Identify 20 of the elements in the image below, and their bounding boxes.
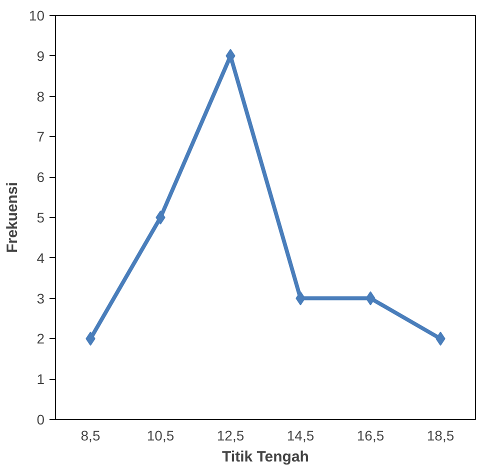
y-tick-label: 9 [36,48,45,64]
y-tick-label: 7 [36,128,45,145]
x-tick-label: 16,5 [356,428,384,444]
y-tick-label: 8 [36,88,45,104]
y-tick-label: 0 [36,412,45,428]
y-axis-title: Frekuensi [4,182,21,253]
y-tick-label: 1 [36,371,45,388]
y-tick-label: 10 [28,8,45,24]
y-tick-label: 3 [36,290,45,306]
x-tick-label: 12,5 [216,428,244,444]
x-tick-label: 8,5 [80,428,100,444]
x-tick-label: 14,5 [286,428,314,444]
y-tick-label: 4 [36,250,45,266]
y-tick-label: 5 [36,210,45,226]
x-axis-title: Titik Tengah [222,448,309,466]
y-tick-label: 2 [36,330,45,347]
point [156,210,166,224]
x-tick-label: 10,5 [146,428,174,444]
y-tick-label: 6 [36,169,45,186]
x-tick-label: 18,5 [426,428,454,444]
